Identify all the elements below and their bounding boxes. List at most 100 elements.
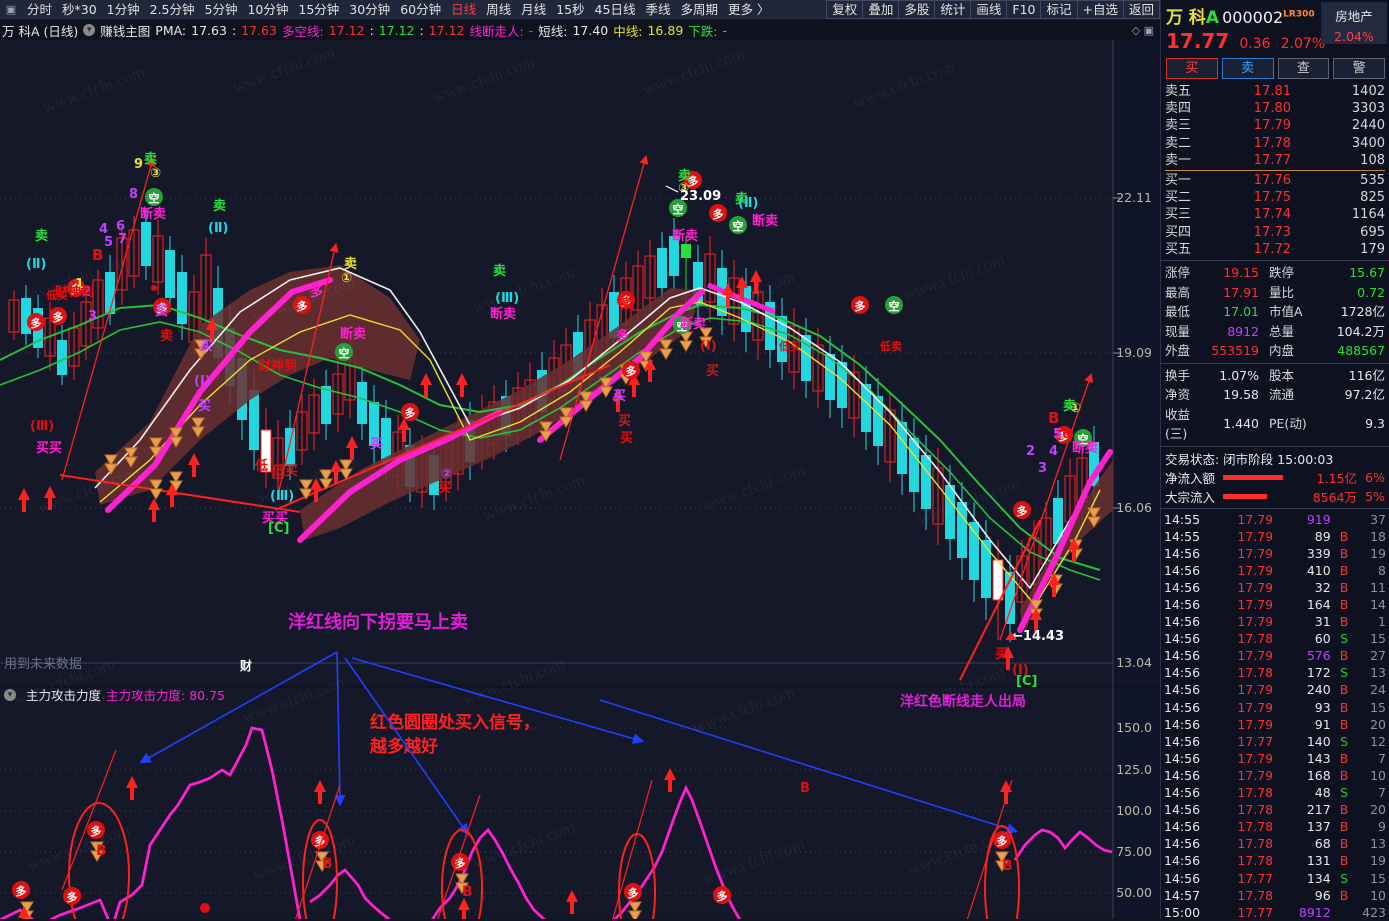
period-1[interactable]: 秒*30 [62, 1, 97, 17]
period-3[interactable]: 2.5分钟 [149, 1, 195, 17]
tick-row[interactable]: 14:56 17.78 217 B 20 [1161, 801, 1389, 818]
tick-list[interactable]: 14:55 17.79 919 37 14:55 17.79 89 B 18 14:56 17.79… [1161, 511, 1389, 921]
btn-fanhui[interactable]: 返回 [1122, 0, 1160, 19]
bid1-label: 买一 [1165, 173, 1192, 189]
tick-count: 1 [1378, 614, 1386, 630]
tick-row[interactable]: 15:00 17.77 8912 423 [1161, 904, 1389, 921]
svg-text:卖: 卖 [213, 198, 226, 214]
tick-row[interactable]: 14:56 17.79 32 B 11 [1161, 579, 1389, 596]
zhongxian-label: 中线: [613, 23, 643, 39]
period-0[interactable]: 分时 [27, 1, 53, 17]
tick-side: B [1339, 528, 1349, 544]
svg-text:低买: 低买 [778, 339, 801, 353]
btn-huaxian[interactable]: 画线 [970, 0, 1008, 19]
buy-button[interactable]: 买 [1166, 58, 1218, 79]
duanxian-value: 17.40 [572, 22, 609, 38]
tick-row[interactable]: 14:57 17.78 96 B 10 [1161, 887, 1389, 904]
period-12[interactable]: 15秒 [556, 1, 585, 17]
tick-row[interactable]: 14:56 17.79 339 B 19 [1161, 545, 1389, 562]
stats-row: 外盘 553519 内盘 488567 [1161, 341, 1389, 361]
tick-row[interactable]: 14:56 17.79 576 B 27 [1161, 647, 1389, 664]
period-4[interactable]: 5分钟 [204, 1, 238, 17]
btn-biaoji[interactable]: 标记 [1040, 0, 1078, 19]
btn-diejia[interactable]: 叠加 [862, 0, 900, 19]
tick-volume: 93 [1314, 699, 1331, 715]
indicator-name[interactable]: 赚钱主图 [100, 23, 151, 39]
tick-volume: 89 [1314, 528, 1331, 544]
sub-indicator-name[interactable]: 主力攻击力度 [26, 688, 102, 703]
tick-row[interactable]: 14:56 17.78 60 S 15 [1161, 630, 1389, 647]
query-button[interactable]: 查 [1277, 58, 1330, 79]
period-11[interactable]: 月线 [521, 1, 547, 17]
sell-button[interactable]: 卖 [1221, 58, 1274, 79]
xianliang-label: 现量 [1165, 323, 1191, 339]
svg-text:5: 5 [1053, 427, 1062, 442]
alert-button[interactable]: 警 [1333, 58, 1385, 79]
tick-side: B [1339, 750, 1349, 766]
chevron-down-circle-icon-sub[interactable]: ▾ [4, 688, 16, 701]
period-toolbar[interactable]: ▣ 分时 秒*30 1分钟 2.5分钟 5分钟 10分钟 15分钟 30分钟 6… [0, 0, 1160, 20]
tick-side: S [1340, 733, 1349, 749]
tick-row[interactable]: 14:56 17.79 164 B 14 [1161, 596, 1389, 613]
stats-divider-3 [1161, 445, 1389, 447]
tick-row[interactable]: 14:56 17.78 137 B 9 [1161, 818, 1389, 835]
tick-time: 14:56 [1164, 614, 1201, 630]
tick-row[interactable]: 14:56 17.78 172 S 13 [1161, 664, 1389, 681]
tick-count: 18 [1370, 528, 1386, 544]
period-5[interactable]: 10分钟 [247, 1, 289, 17]
sector-box[interactable]: 房地产 2.04% [1321, 2, 1387, 44]
chart-tools-icons[interactable]: ◇ ▣ [1131, 23, 1154, 37]
period-6[interactable]: 15分钟 [298, 1, 340, 17]
period-14[interactable]: 季线 [645, 1, 671, 17]
btn-zixuan[interactable]: +自选 [1076, 0, 1124, 19]
period-8[interactable]: 60分钟 [400, 1, 442, 17]
tick-row[interactable]: 14:56 17.78 131 B 19 [1161, 852, 1389, 869]
tick-volume: 32 [1314, 579, 1331, 595]
tick-row[interactable]: 14:56 17.79 93 B 15 [1161, 699, 1389, 716]
btn-tongji[interactable]: 统计 [934, 0, 972, 19]
tick-row[interactable]: 14:55 17.79 89 B 18 [1161, 528, 1389, 545]
period-9-daily[interactable]: 日线 [451, 1, 477, 17]
tick-row[interactable]: 14:55 17.79 919 37 [1161, 511, 1389, 528]
svg-text:B: B [92, 246, 103, 264]
tick-row[interactable]: 14:56 17.79 91 B 20 [1161, 716, 1389, 733]
tick-volume: 134 [1306, 870, 1331, 886]
period-more[interactable]: 更多 〉 [727, 1, 770, 17]
svg-text:多: 多 [405, 406, 416, 420]
period-7[interactable]: 30分钟 [349, 1, 391, 17]
tick-row[interactable]: 14:56 17.78 68 B 13 [1161, 835, 1389, 852]
svg-text:多: 多 [31, 316, 42, 330]
svg-text:买: 买 [438, 481, 451, 496]
zongliang-value: 104.2万 [1336, 323, 1385, 339]
tick-row[interactable]: 14:56 17.77 134 S 15 [1161, 870, 1389, 887]
tick-row[interactable]: 14:56 17.77 140 S 12 [1161, 733, 1389, 750]
xdz-value: - [528, 22, 534, 38]
period-15[interactable]: 多周期 [680, 1, 718, 17]
svg-text:(Ⅱ): (Ⅱ) [208, 221, 228, 236]
chart-svg[interactable]: 22.11 19.09 16.06 13.04 [0, 40, 1160, 919]
period-2[interactable]: 1分钟 [106, 1, 140, 17]
tick-time: 14:56 [1164, 682, 1201, 698]
btn-f10[interactable]: F10 [1006, 0, 1042, 19]
tick-row[interactable]: 14:56 17.79 240 B 24 [1161, 681, 1389, 698]
waipan-value: 553519 [1211, 343, 1259, 359]
block-inflow-value: 8564万 [1312, 489, 1357, 505]
chevron-down-circle-icon[interactable]: ▾ [83, 24, 96, 36]
tick-row[interactable]: 14:56 17.78 48 S 7 [1161, 784, 1389, 801]
tick-row[interactable]: 14:56 17.79 410 B 8 [1161, 562, 1389, 579]
btn-fuquan[interactable]: 复权 [826, 0, 864, 19]
tick-volume: 217 [1306, 802, 1331, 818]
period-13[interactable]: 45日线 [594, 1, 636, 17]
cai-marker: 财 [239, 658, 252, 673]
period-10[interactable]: 周线 [486, 1, 512, 17]
panel-icon[interactable]: ▣ [5, 3, 17, 16]
chart-canvas[interactable]: 22.11 19.09 16.06 13.04 [0, 40, 1160, 919]
tick-count: 10 [1370, 767, 1386, 783]
bid5-price: 17.72 [1253, 241, 1291, 257]
tick-row[interactable]: 14:56 17.79 31 B 1 [1161, 613, 1389, 630]
btn-duogu[interactable]: 多股 [898, 0, 936, 19]
bid3-vol: 1164 [1351, 207, 1385, 223]
tick-row[interactable]: 14:56 17.79 143 B 7 [1161, 750, 1389, 767]
tick-count: 13 [1370, 665, 1386, 681]
tick-row[interactable]: 14:56 17.79 168 B 10 [1161, 767, 1389, 784]
